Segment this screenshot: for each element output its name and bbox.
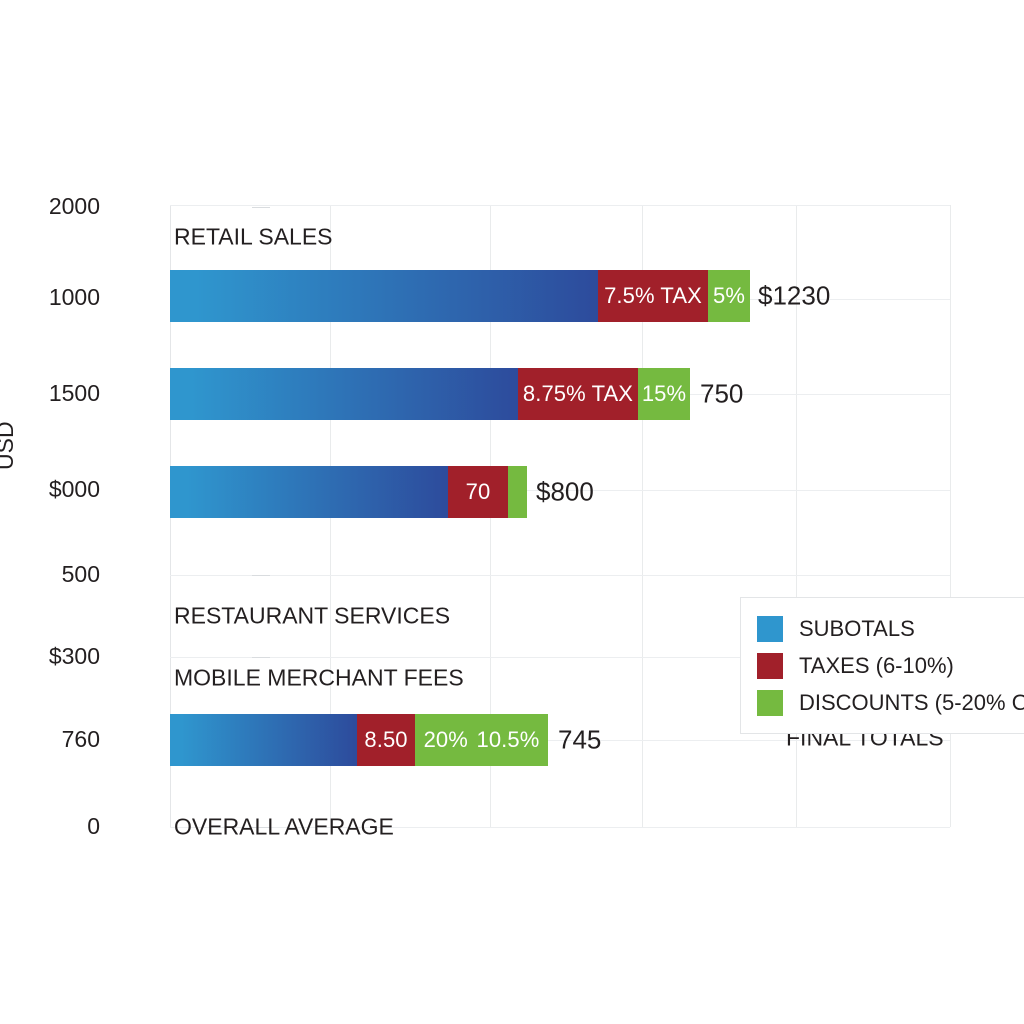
category-label-restaurant-services: RESTAURANT SERVICES [174,602,451,629]
bar-segment-label: 20% [423,727,468,752]
bar-total-label: $1230 [758,280,831,311]
bar-segment-subtotal[interactable] [170,714,357,766]
gridline-horizontal [170,657,950,658]
bar-segment-discount[interactable]: 20% 10.5% [415,714,548,766]
legend-swatch-subtotals [757,615,783,642]
bar-segment-tax[interactable]: 8.75% TAX [518,368,638,420]
bar-segment-label: 15% [641,381,687,406]
category-label-mobile-merchant-fees: MOBILE MERCHANT FEES [174,664,464,691]
y-tick-dash [252,207,270,208]
legend: SUBOTALS TAXES (6-10%) DISCOUNTS (5-20% … [740,597,1024,734]
y-axis-tick-label: 1500 [48,380,100,406]
bar-segment-subtotal[interactable] [170,466,448,518]
bar-total-label: 745 [558,724,602,755]
bar-segment-subtotal[interactable] [170,368,518,420]
bar-segment-label: 8.75% TAX [522,381,634,406]
gridline-horizontal [170,827,950,828]
y-axis-title: USD [0,421,18,470]
bar-segment-discount[interactable]: 5% [708,270,750,322]
gridline-vertical [642,205,643,827]
y-tick-dash [252,575,270,576]
legend-swatch-taxes [757,652,783,679]
gridline-horizontal [170,205,950,206]
bar-segment-discount[interactable]: 15% [638,368,690,420]
bar-segment-tax[interactable]: 7.5% TAX [598,270,708,322]
bar-segment-label: 5% [713,283,745,308]
bar-total-label: $800 [536,476,594,507]
bar-segment-label: 10.5% [476,727,540,752]
gridline-vertical [950,205,951,827]
gridline-horizontal [170,490,950,491]
y-axis-tick-label: 2000 [48,193,100,219]
legend-item-taxes[interactable]: TAXES (6-10%) [741,647,1024,684]
y-axis-tick-label: 500 [61,561,100,587]
legend-label: TAXES (6-10%) [799,652,954,678]
bar-row[interactable]: 8.50 20% 10.5% 745 [170,714,601,766]
category-label-retail-sales: RETAIL SALES [174,223,333,250]
y-tick-dash [252,657,270,658]
bar-total-label: 750 [700,378,744,409]
bar-row[interactable]: 7.5% TAX 5% $1230 [170,270,830,322]
legend-item-discounts[interactable]: DISCOUNTS (5-20% OFF [741,684,1024,721]
y-axis-tick-label: 0 [87,813,100,839]
bar-segment-tax[interactable]: 70 [448,466,508,518]
y-axis-tick-label: 760 [61,726,100,752]
gridline-horizontal [170,575,950,576]
bar-segment-label: 7.5% TAX [604,283,702,308]
legend-item-subtotals[interactable]: SUBOTALS [741,610,1024,647]
bar-row[interactable]: 70 $800 [170,466,594,518]
bar-segment-label: 70 [465,479,491,504]
bar-segment-label-group: 20% 10.5% [415,727,548,753]
y-axis-tick-label: $300 [48,643,100,669]
legend-label: DISCOUNTS (5-20% OFF [799,689,1024,715]
bar-segment-label: 8.50 [364,727,408,752]
y-axis-tick-label: 1000 [48,284,100,310]
legend-swatch-discounts [757,689,783,716]
gridline-vertical [796,205,797,827]
category-label-overall-average: OVERALL AVERAGE [174,813,394,840]
bar-segment-tax[interactable]: 8.50 [357,714,415,766]
gridline-horizontal [170,740,950,741]
y-axis-tick-label: $000 [48,476,100,502]
bar-row[interactable]: 8.75% TAX 15% 750 [170,368,743,420]
bar-segment-discount[interactable] [508,466,527,518]
legend-label: SUBOTALS [799,615,915,641]
bar-segment-subtotal[interactable] [170,270,598,322]
y-tick-dash [252,827,270,828]
